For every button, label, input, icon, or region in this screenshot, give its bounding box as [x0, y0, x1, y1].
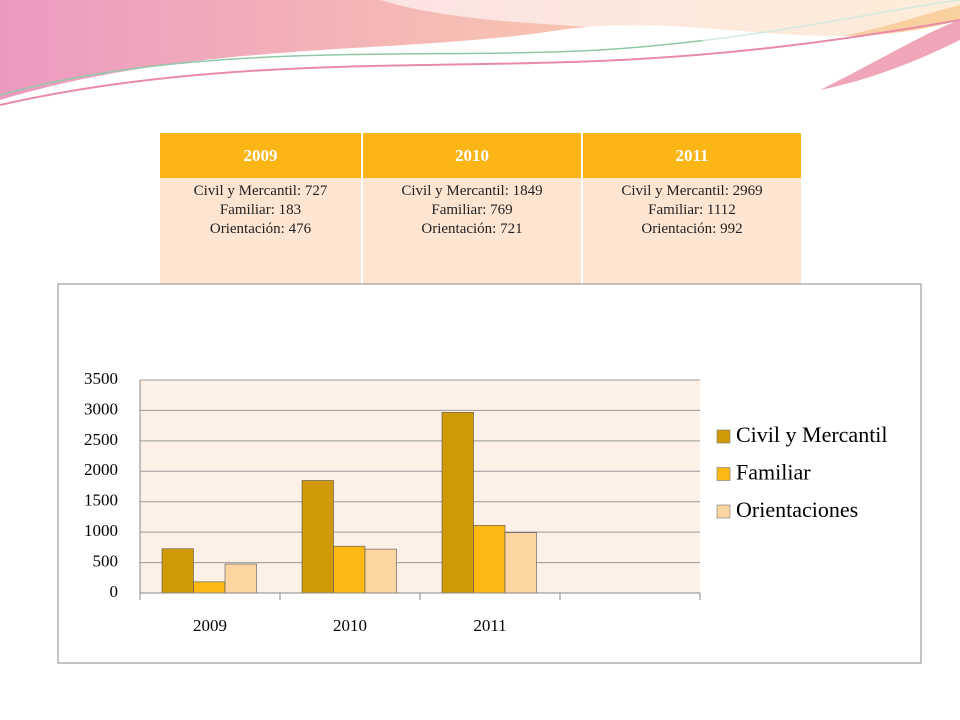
bar [364, 548, 397, 594]
summary-table: 2009 2010 2011 Civil y Mercantil: 727 Famil… [160, 133, 803, 288]
body-cell: Civil y Mercantil: 2969 Familiar: 1112 Ori… [582, 178, 803, 288]
header-row: 2009 2010 2011 [160, 133, 803, 178]
legend-label: Orientaciones [736, 497, 858, 522]
cell-line: Familiar: 183 [219, 202, 302, 218]
y-tick-label: 500 [93, 551, 119, 570]
bar [193, 581, 226, 594]
y-tick-label: 3500 [84, 369, 118, 388]
y-tick-label: 3000 [84, 399, 118, 418]
cell-line: Civil y Mercantil: 727 [193, 183, 328, 199]
y-tick-label: 1000 [84, 521, 118, 540]
body-cell: Civil y Mercantil: 727 Familiar: 183 Orien… [160, 178, 363, 288]
cell-line: Civil y Mercantil: 1849 [401, 183, 543, 199]
bar [333, 545, 366, 594]
y-tick-label: 0 [110, 582, 119, 601]
cell-line: Orientación: 721 [421, 221, 523, 237]
x-tick-label: 2011 [473, 616, 506, 635]
legend-swatch [716, 467, 731, 481]
body-cell: Civil y Mercantil: 1849 Familiar: 769 Orie… [362, 178, 583, 288]
cell-line: Familiar: 769 [431, 202, 513, 218]
y-tick-label: 2500 [84, 430, 118, 449]
legend-label: Civil y Mercantil [736, 422, 888, 447]
legend-swatch [716, 504, 731, 519]
cell-line: Orientación: 992 [641, 221, 743, 237]
cell-line: Familiar: 1112 [648, 202, 736, 218]
cell-line: Civil y Mercantil: 2969 [621, 183, 763, 199]
header-cell: 2011 [582, 133, 803, 178]
bar [441, 412, 474, 594]
y-tick-label: 1500 [84, 491, 118, 510]
cell-line: Orientación: 476 [209, 221, 312, 237]
header-cell: 2009 [160, 133, 363, 178]
legend-label: Familiar [736, 460, 811, 485]
bar [504, 532, 537, 594]
legend-swatch [716, 429, 731, 444]
bar [224, 563, 257, 594]
plot-area [140, 380, 700, 593]
x-tick-label: 2009 [193, 616, 227, 635]
header-cell: 2010 [362, 133, 583, 178]
bar [473, 525, 506, 594]
y-tick-label: 2000 [84, 460, 118, 479]
x-tick-label: 2010 [333, 616, 367, 635]
body-row: Civil y Mercantil: 727 Familiar: 183 Orien… [160, 178, 803, 288]
bar [161, 548, 194, 594]
bar [301, 480, 334, 594]
